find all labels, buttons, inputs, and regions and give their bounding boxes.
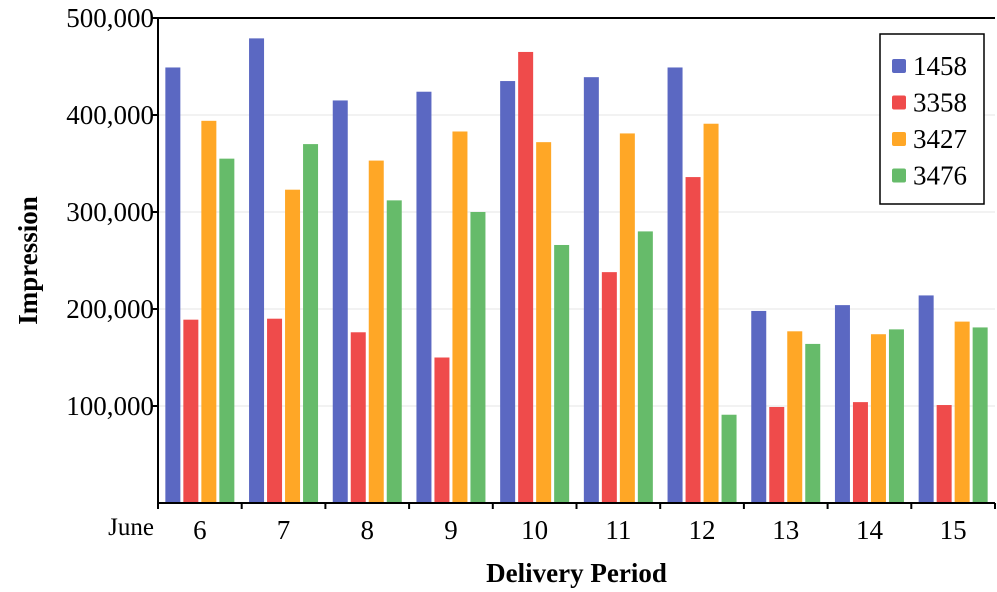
bar-1458-12	[667, 67, 683, 503]
bar-1458-9	[416, 91, 432, 503]
x-tick-label-15: 15	[940, 515, 967, 545]
bar-3476-12	[721, 414, 737, 503]
y-tick-label-500,000: 500,000	[66, 3, 154, 33]
x-tick-label-9: 9	[444, 515, 458, 545]
legend-label-3427: 3427	[913, 124, 967, 154]
bar-3358-8	[350, 332, 366, 503]
x-axis-prefix-label: June	[108, 514, 154, 541]
bar-3358-6	[183, 319, 199, 503]
legend-label-1458: 1458	[913, 51, 967, 81]
bar-3476-11	[637, 231, 653, 503]
bar-3476-13	[805, 343, 821, 503]
y-axis-ticks: 100,000 200,000 300,000 400,000 500,000	[66, 3, 158, 421]
y-tick-label-200,000: 200,000	[66, 294, 154, 324]
x-tick-label-10: 10	[521, 515, 548, 545]
x-tick-label-8: 8	[361, 515, 375, 545]
y-tick-label-300,000: 300,000	[66, 197, 154, 227]
bars	[165, 38, 988, 504]
bar-3427-12	[703, 123, 719, 503]
x-axis-ticks: 6 7 8 9 10 11 12 13 14 15	[157, 503, 996, 545]
bar-3358-14	[852, 402, 868, 503]
y-tick-label-100,000: 100,000	[66, 391, 154, 421]
bar-1458-13	[751, 310, 767, 503]
bar-3476-7	[303, 144, 319, 503]
y-axis-title: Impression	[13, 196, 43, 325]
x-tick-label-12: 12	[689, 515, 716, 545]
legend-label-3476: 3476	[913, 161, 967, 191]
grid-lines	[158, 114, 995, 407]
axes	[157, 17, 995, 504]
x-tick-label-14: 14	[856, 515, 884, 545]
bar-1458-11	[583, 77, 599, 504]
bar-1458-14	[834, 305, 850, 503]
bar-1458-15	[918, 295, 934, 503]
bar-3476-15	[972, 327, 988, 503]
y-tick-label-400,000: 400,000	[66, 100, 154, 130]
x-axis-title: Delivery Period	[486, 558, 667, 588]
bar-3358-9	[434, 357, 450, 503]
x-tick-label-11: 11	[605, 515, 631, 545]
bar-3427-10	[536, 142, 552, 503]
bar-3427-15	[954, 321, 970, 503]
legend-swatch-3476	[892, 168, 906, 183]
legend-swatch-3358	[892, 95, 906, 110]
legend-swatch-3427	[892, 132, 906, 146]
x-tick-label-13: 13	[772, 515, 799, 545]
bar-3476-10	[554, 244, 570, 504]
bar-3358-13	[769, 406, 785, 503]
bar-3427-6	[201, 120, 217, 503]
bar-3427-13	[787, 331, 803, 503]
bar-1458-8	[332, 100, 348, 503]
bar-3427-7	[285, 189, 301, 503]
bar-3358-15	[936, 405, 952, 503]
x-tick-label-7: 7	[277, 515, 291, 545]
bar-1458-10	[500, 81, 516, 504]
bar-3476-8	[386, 200, 402, 504]
bar-1458-7	[249, 38, 265, 504]
bar-3358-12	[685, 177, 701, 503]
bar-3358-11	[601, 272, 617, 503]
legend: 1458 3358 3427 3476	[879, 33, 985, 205]
bar-3427-9	[452, 131, 468, 504]
bar-3476-9	[470, 212, 486, 503]
legend-swatch-1458	[892, 59, 906, 73]
bar-1458-6	[165, 67, 181, 503]
bar-3427-8	[368, 160, 384, 503]
bar-3476-14	[888, 329, 904, 503]
bar-3427-14	[870, 334, 886, 503]
legend-label-3358: 3358	[913, 88, 967, 118]
bar-3476-6	[219, 158, 235, 503]
x-tick-label-6: 6	[193, 515, 207, 545]
bar-3358-7	[267, 318, 283, 503]
bar-3427-11	[619, 133, 635, 503]
bar-3358-10	[518, 51, 534, 503]
